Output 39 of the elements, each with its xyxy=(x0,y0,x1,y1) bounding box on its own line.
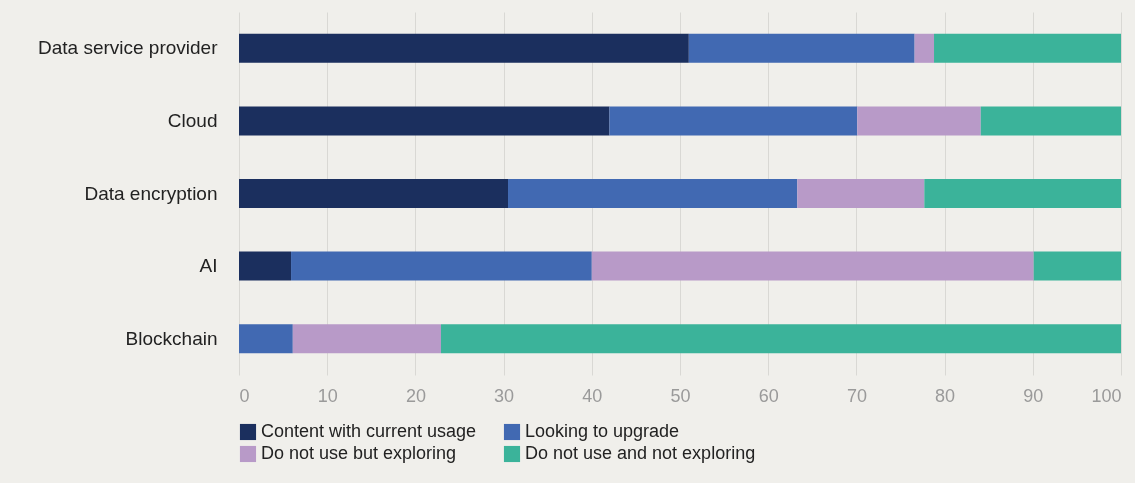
bar xyxy=(239,33,689,63)
bar xyxy=(924,178,1121,209)
y-tick-label: Cloud xyxy=(167,109,218,131)
x-tick-label: 60 xyxy=(758,385,779,406)
y-tick-label: Blockchain xyxy=(125,327,218,349)
y-tick-label: AI xyxy=(199,255,218,277)
bar xyxy=(934,33,1121,63)
bar xyxy=(239,106,610,136)
bar xyxy=(609,106,858,136)
legend-label: Content with current usage xyxy=(261,421,477,441)
x-tick-label: 100 xyxy=(1091,385,1122,406)
x-tick-label: 90 xyxy=(1023,385,1044,406)
bar xyxy=(980,106,1121,136)
x-tick-label: 40 xyxy=(582,385,603,406)
x-tick-label: 50 xyxy=(670,385,691,406)
bar xyxy=(239,251,292,281)
legend-label: Do not use and not exploring xyxy=(525,443,756,463)
bar xyxy=(440,324,1121,354)
x-tick-label: 20 xyxy=(405,385,426,406)
bar xyxy=(857,106,981,136)
y-tick-label: Data service provider xyxy=(37,37,219,59)
x-tick-label: 30 xyxy=(494,385,515,406)
bar xyxy=(239,178,509,209)
x-tick-label: 70 xyxy=(846,385,867,406)
bar xyxy=(688,33,915,63)
bar xyxy=(914,33,935,63)
legend-label: Do not use but exploring xyxy=(261,443,457,463)
legend-label: Looking to upgrade xyxy=(525,421,680,441)
x-tick-label: 10 xyxy=(317,385,338,406)
y-tick-label: Data encryption xyxy=(84,182,218,204)
bar xyxy=(591,251,1034,281)
bar xyxy=(797,178,925,209)
bar xyxy=(292,324,441,354)
x-tick-label: 80 xyxy=(935,385,956,406)
x-tick-label: 0 xyxy=(239,385,250,406)
bar xyxy=(508,178,798,209)
bar xyxy=(291,251,592,281)
bar xyxy=(1033,251,1121,281)
bar xyxy=(239,324,293,354)
